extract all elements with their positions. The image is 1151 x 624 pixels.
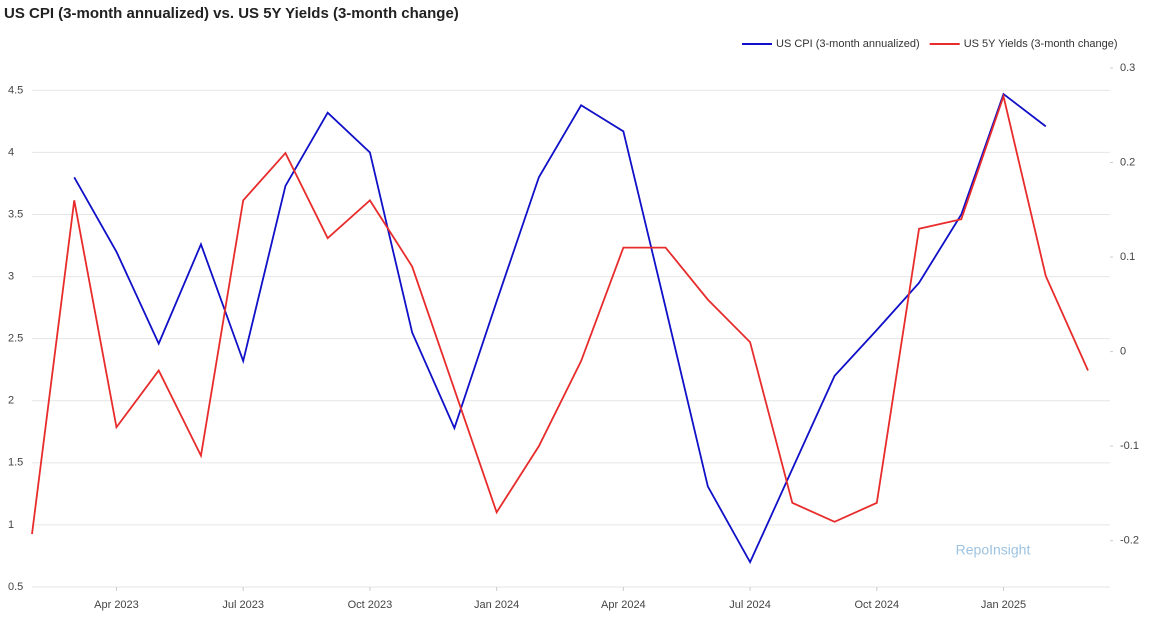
- chart-title: US CPI (3-month annualized) vs. US 5Y Yi…: [4, 5, 459, 22]
- y-tick-label: 4: [8, 146, 14, 158]
- y2-tick-label: -0.2: [1120, 535, 1139, 547]
- y-tick-label: 3: [8, 270, 14, 282]
- y-tick-label: 1.5: [8, 457, 23, 469]
- y2-tick-label: 0.3: [1120, 62, 1135, 74]
- x-tick-label: Jan 2025: [981, 599, 1026, 611]
- x-tick-label: Jul 2024: [729, 599, 771, 611]
- y-tick-label: 2.5: [8, 333, 23, 345]
- series-line: [73, 92, 1047, 565]
- y-tick-label: 0.5: [8, 581, 23, 593]
- y-tick-label: 4.5: [8, 84, 23, 96]
- y-tick-label: 3.5: [8, 208, 23, 220]
- x-tick-label: Oct 2023: [348, 599, 393, 611]
- y2-tick-label: 0: [1120, 346, 1126, 358]
- y-tick-label: 2: [8, 395, 14, 407]
- watermark: RepoInsight: [956, 542, 1031, 558]
- series-line: [31, 93, 1089, 535]
- y-tick-label: 1: [8, 519, 14, 531]
- legend-label: US CPI (3-month annualized): [776, 38, 920, 50]
- y2-tick-label: 0.1: [1120, 251, 1135, 263]
- y2-tick-label: -0.1: [1120, 440, 1139, 452]
- x-tick-label: Jan 2024: [474, 599, 519, 611]
- legend-label: US 5Y Yields (3-month change): [964, 38, 1118, 50]
- y2-tick-label: 0.2: [1120, 156, 1135, 168]
- x-tick-label: Apr 2024: [601, 599, 646, 611]
- x-tick-label: Jul 2023: [222, 599, 264, 611]
- x-tick-label: Oct 2024: [854, 599, 899, 611]
- x-tick-label: Apr 2023: [94, 599, 139, 611]
